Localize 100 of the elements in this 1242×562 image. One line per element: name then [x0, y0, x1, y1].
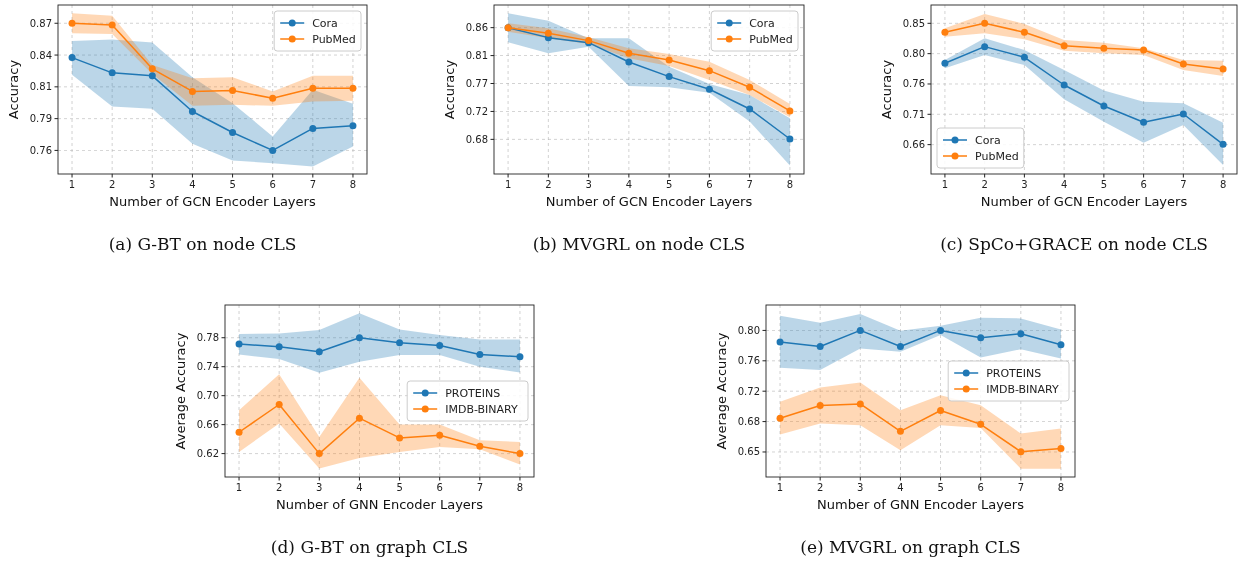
x-tick-label: 5	[229, 179, 236, 190]
point	[786, 107, 794, 115]
y-tick-label: 0.70	[196, 390, 219, 402]
point	[309, 124, 317, 132]
legend-label: PROTEINS	[986, 366, 1042, 380]
x-tick-label: 3	[1021, 179, 1028, 190]
point	[1060, 81, 1068, 89]
point	[1060, 42, 1068, 50]
y-tick-label: 0.76	[29, 144, 52, 156]
point	[896, 342, 904, 350]
point	[188, 87, 196, 95]
y-tick-label: 0.76	[902, 78, 925, 90]
point	[746, 83, 754, 91]
x-tick-label: 1	[504, 179, 512, 190]
x-tick-label: 7	[1180, 179, 1187, 190]
point	[396, 434, 404, 442]
point	[746, 105, 754, 113]
point	[476, 350, 484, 358]
point	[349, 122, 357, 130]
point	[776, 414, 784, 422]
point	[275, 401, 283, 409]
legend-label: PROTEINS	[445, 386, 501, 400]
point	[665, 73, 673, 81]
point	[355, 414, 363, 422]
x-tick-label: 7	[309, 179, 317, 190]
x-tick-label: 4	[356, 482, 363, 493]
y-tick-label: 0.71	[902, 108, 925, 120]
x-tick-label: 4	[189, 179, 196, 190]
point	[229, 129, 237, 136]
x-tick-label: 2	[108, 179, 116, 190]
point	[235, 340, 243, 348]
point	[148, 72, 156, 80]
x-tick-label: 8	[786, 179, 794, 190]
point	[1057, 445, 1065, 453]
x-tick-label: 3	[857, 482, 864, 493]
point	[269, 146, 277, 154]
y-axis-title: Average Accuracy	[714, 332, 729, 450]
point	[981, 43, 989, 51]
point	[977, 420, 985, 428]
point	[625, 58, 633, 66]
x-tick-label: 3	[149, 179, 156, 190]
point	[941, 28, 949, 36]
x-tick-label: 5	[937, 482, 944, 493]
x-tick-label: 6	[436, 482, 443, 493]
text: (d) G-BT on graph CLS	[270, 537, 469, 557]
x-tick-label: 8	[349, 179, 357, 190]
x-axis-title: Number of GNN Encoder Layers	[817, 497, 1025, 512]
point	[476, 442, 484, 450]
y-tick-label: 0.81	[29, 81, 52, 93]
x-tick-label: 7	[746, 179, 753, 190]
point	[937, 326, 945, 334]
point	[396, 339, 404, 347]
point	[977, 334, 985, 342]
point	[544, 29, 552, 37]
point	[68, 19, 76, 27]
y-tick-label: 0.66	[902, 139, 925, 151]
x-tick-label: 7	[1017, 482, 1025, 493]
point	[108, 69, 116, 77]
legend-label: Cora	[975, 133, 1001, 147]
x-tick-label: 6	[706, 179, 713, 190]
text: (c) SpCo+GRACE on node CLS	[940, 234, 1208, 254]
y-tick-label: 0.87	[29, 17, 52, 29]
x-tick-label: 8	[516, 482, 524, 493]
x-tick-label: 4	[1060, 179, 1068, 190]
x-axis-title: Number of GNN Encoder Layers	[276, 497, 484, 512]
x-tick-label: 8	[1057, 482, 1065, 493]
point	[1020, 28, 1028, 36]
point	[436, 341, 444, 349]
point	[941, 59, 949, 67]
x-tick-label: 7	[476, 482, 484, 493]
point	[315, 348, 323, 356]
point	[856, 326, 864, 334]
legend-label: PubMed	[312, 32, 356, 46]
x-tick-label: 2	[816, 482, 824, 493]
point	[625, 49, 633, 57]
point	[776, 338, 784, 346]
x-tick-label: 1	[235, 482, 243, 493]
y-tick-label: 0.86	[465, 22, 488, 34]
x-axis-title: Number of GCN Encoder Layers	[980, 194, 1188, 209]
y-axis-title: Accuracy	[6, 59, 21, 120]
x-tick-label: 1	[68, 179, 76, 190]
point	[68, 54, 76, 62]
legend-label: Cora	[749, 16, 775, 30]
y-axis-title: Accuracy	[442, 59, 457, 120]
y-tick-label: 0.84	[29, 49, 52, 61]
point	[1020, 53, 1028, 61]
point	[1017, 330, 1025, 338]
y-tick-label: 0.68	[465, 133, 488, 145]
legend-label: PubMed	[975, 149, 1019, 163]
x-tick-label: 2	[275, 482, 283, 493]
y-tick-label: 0.76	[737, 355, 760, 367]
point	[981, 19, 989, 27]
x-tick-label: 1	[776, 482, 784, 493]
point	[315, 450, 323, 458]
x-tick-label: 6	[269, 179, 276, 190]
y-tick-label: 0.80	[737, 324, 760, 336]
x-tick-label: 5	[1100, 179, 1108, 190]
y-tick-label: 0.80	[902, 48, 925, 60]
point	[148, 65, 156, 73]
point	[1100, 44, 1108, 52]
